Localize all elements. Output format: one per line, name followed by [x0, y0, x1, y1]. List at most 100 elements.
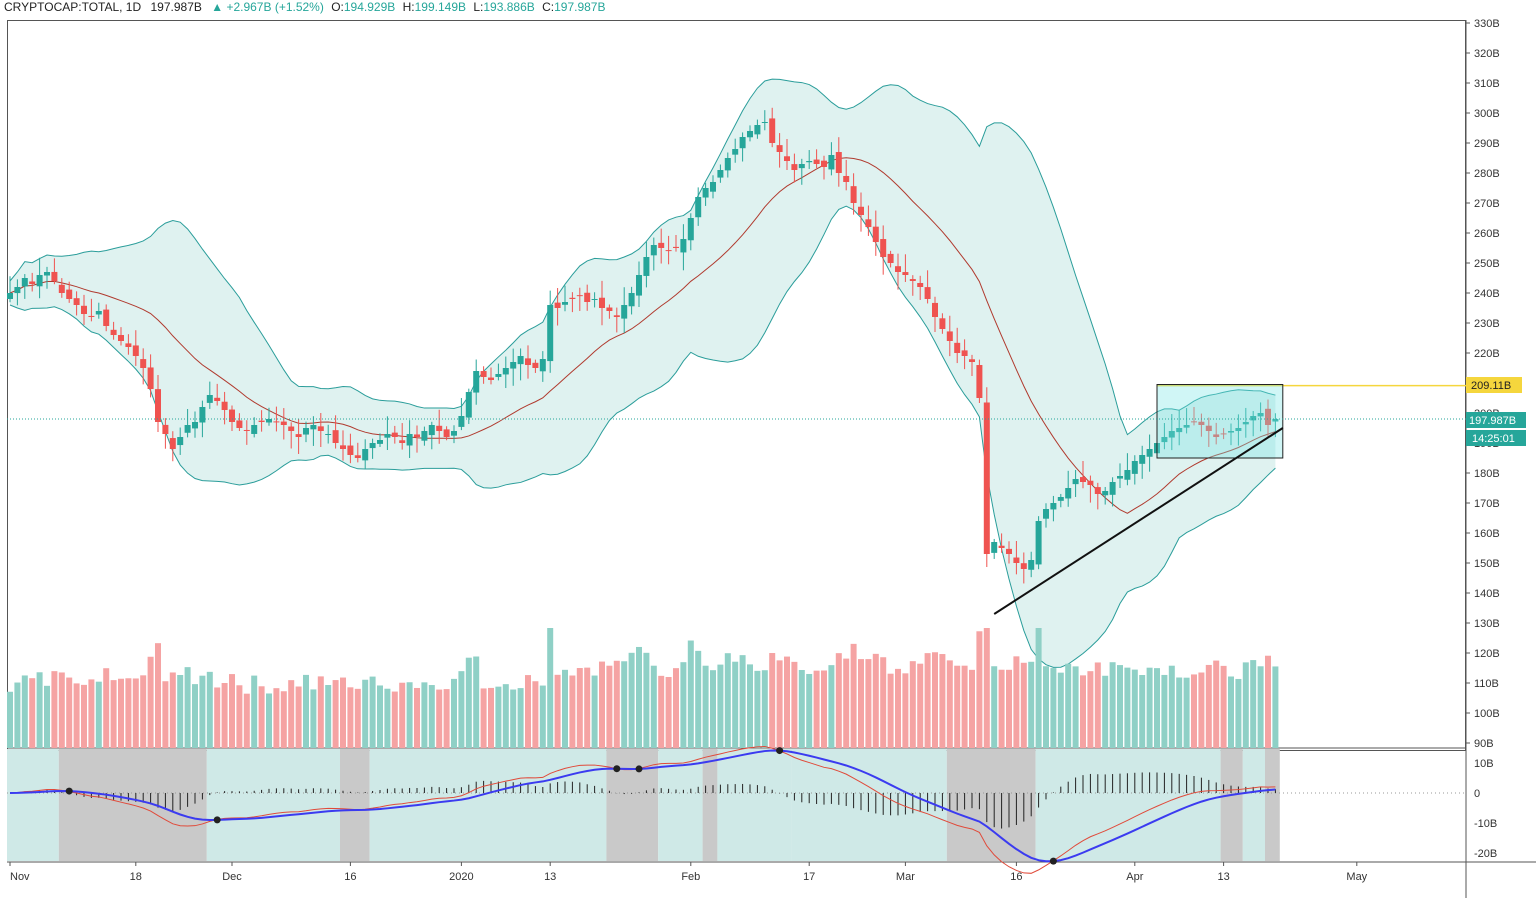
candle [428, 421, 435, 450]
candle-body [1109, 482, 1116, 495]
candle [243, 420, 250, 445]
candle-body [1028, 560, 1035, 570]
candle-body [58, 284, 65, 293]
candle [976, 359, 983, 404]
candle [1205, 417, 1212, 447]
candle [1228, 423, 1234, 446]
candle [340, 430, 346, 461]
candle-body [991, 542, 998, 553]
volume-bar [510, 689, 517, 748]
volume-bar [421, 682, 428, 748]
candle [1043, 503, 1049, 528]
candle-body [377, 440, 383, 444]
volume-bar [909, 661, 916, 748]
candle [1168, 414, 1175, 451]
candle-body [1183, 425, 1190, 428]
drawings[interactable] [7, 384, 1466, 615]
candle [1094, 482, 1101, 510]
macd-bg-segment [369, 749, 607, 861]
candle [887, 250, 894, 268]
candle [125, 334, 132, 355]
candle [724, 152, 731, 178]
macd-cross-dot [213, 816, 221, 824]
macd-background [7, 749, 1280, 861]
candle [118, 327, 124, 346]
candle [184, 409, 191, 438]
candle [702, 182, 709, 206]
candle-body [599, 297, 605, 308]
candle-body [702, 188, 709, 198]
volume-bar [798, 669, 805, 748]
volume-bar [332, 680, 339, 748]
candle-body [1272, 419, 1279, 422]
volume-bar [310, 689, 317, 748]
candle [576, 287, 583, 311]
macd-bg-segment [658, 749, 703, 861]
volume-bar [932, 652, 938, 748]
trendline[interactable] [993, 427, 1284, 615]
time-tick-label: Dec [222, 871, 242, 883]
candle [1013, 541, 1020, 575]
candle [547, 290, 554, 373]
candle [436, 409, 443, 444]
price-tick-label: 130B [1474, 618, 1500, 630]
volume-bar [1161, 674, 1168, 748]
candle-body [1198, 421, 1205, 425]
candle [843, 159, 850, 191]
volume-bar [1265, 655, 1271, 748]
candle [1035, 516, 1042, 570]
volume-bar [599, 661, 605, 748]
candle-body [214, 397, 221, 401]
candlesticks [7, 107, 1279, 584]
candle-body [1094, 487, 1101, 494]
candle-body [103, 309, 110, 326]
volume-bar [1020, 662, 1027, 748]
candle-body [14, 287, 21, 294]
candle-body [1235, 428, 1242, 432]
time-tick-label: Mar [896, 871, 915, 883]
candle-body [1057, 497, 1064, 501]
volume-bar [243, 693, 250, 748]
volume-bar [991, 666, 998, 748]
candle [584, 284, 591, 311]
volume-bar [983, 628, 990, 748]
candle [391, 425, 398, 444]
candle-body [976, 365, 983, 398]
price-tick-label: 90B [1474, 738, 1494, 750]
candle-body [1250, 416, 1257, 421]
macd-axis: 10B 0 -10B -20B [1474, 758, 1497, 860]
macd-bg-segment [340, 749, 370, 861]
range-rectangle[interactable] [1156, 384, 1284, 459]
volume-bar [858, 659, 864, 748]
candle [902, 254, 909, 282]
volume-bar [732, 661, 739, 748]
candle [206, 381, 213, 409]
candle [1020, 552, 1027, 584]
candle-body [81, 305, 87, 314]
candle [1065, 470, 1072, 507]
volume-bar [747, 664, 753, 748]
candle [865, 205, 872, 236]
candle-body [532, 362, 539, 368]
volume-bar [658, 675, 665, 748]
candle-body [1257, 413, 1264, 417]
candle-body [480, 371, 487, 377]
candle-body [917, 282, 924, 287]
volume-bar [132, 678, 139, 748]
candle [983, 387, 990, 568]
candle [998, 533, 1005, 553]
volume-bar [1250, 660, 1257, 748]
macd-cross-dot [635, 765, 643, 773]
candle [473, 359, 480, 405]
candle-body [525, 358, 531, 365]
candle-body [229, 409, 235, 422]
volume-bar [687, 640, 694, 748]
candle [1176, 410, 1183, 446]
time-axis[interactable]: Nov 18 Dec 16 2020 13 Feb 17 Mar 16 Apr 13 May [9, 862, 1368, 883]
candle-body [621, 305, 628, 319]
candle-body [177, 437, 184, 446]
low-value: 193.886B [483, 0, 534, 14]
macd-tick-label: -10B [1474, 818, 1497, 830]
candle-body [354, 455, 361, 458]
